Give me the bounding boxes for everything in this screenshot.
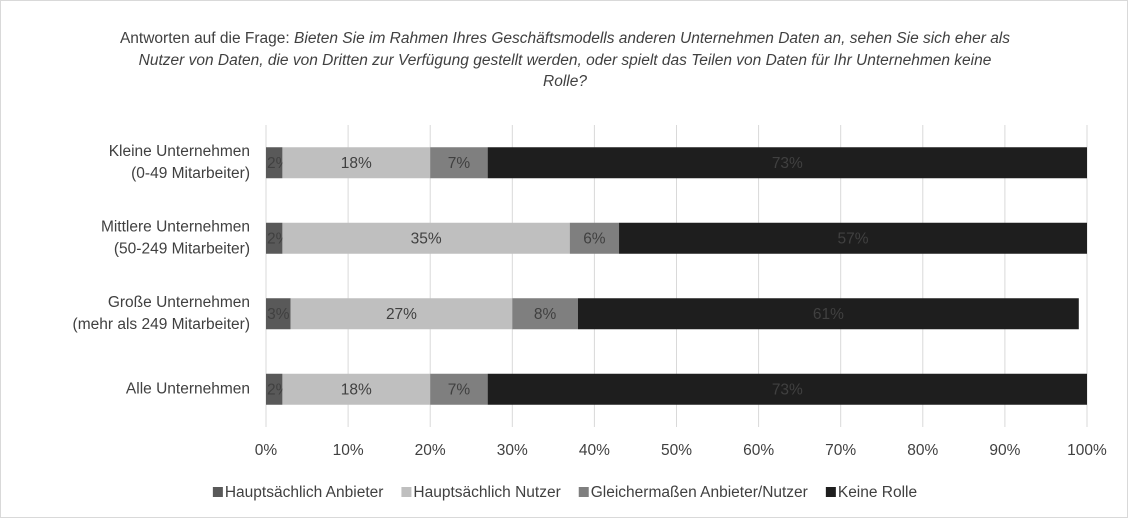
x-tick-label: 90%	[989, 442, 1020, 459]
value-label: 18%	[341, 155, 372, 172]
x-tick-label: 30%	[497, 442, 528, 459]
y-tick-label: (0-49 Mitarbeiter)	[131, 165, 250, 182]
y-tick-label: Alle Unternehmen	[126, 380, 250, 397]
legend-swatch	[578, 487, 589, 497]
bar-segment	[266, 147, 283, 179]
x-tick-label: 50%	[661, 442, 692, 459]
legend-swatch	[825, 487, 836, 497]
x-tick-label: 100%	[1067, 442, 1107, 459]
legend-swatch	[401, 487, 412, 497]
x-tick-label: 80%	[907, 442, 938, 459]
bar-segment	[266, 222, 283, 254]
value-label: 7%	[448, 155, 471, 172]
y-tick-label: Kleine Unternehmen	[109, 143, 250, 160]
y-tick-label: (50-249 Mitarbeiter)	[114, 240, 250, 257]
value-label: 27%	[386, 306, 417, 323]
value-label: 73%	[772, 381, 803, 398]
bar-segment	[619, 222, 1087, 254]
value-label: 18%	[341, 381, 372, 398]
bar-segment	[430, 147, 488, 179]
value-label: 3%	[267, 306, 290, 323]
value-label: 35%	[411, 230, 442, 247]
bar-segment	[569, 222, 620, 254]
value-label: 6%	[583, 230, 606, 247]
x-tick-label: 0%	[255, 442, 278, 459]
bar-segment	[290, 298, 513, 330]
legend-label: Hauptsächlich Anbieter	[225, 484, 384, 501]
x-tick-label: 40%	[579, 442, 610, 459]
y-tick-label: Große Unternehmen	[108, 294, 250, 311]
value-label: 8%	[534, 306, 557, 323]
bar-segment	[266, 298, 291, 330]
bar-segment	[266, 373, 283, 405]
x-tick-label: 60%	[743, 442, 774, 459]
bar-segment	[487, 147, 1087, 179]
title-question: Bieten Sie im Rahmen Ihres Geschäftsmode…	[138, 30, 1011, 90]
title-lead: Antworten auf die Frage:	[119, 30, 290, 47]
legend-label: Hauptsächlich Nutzer	[413, 484, 560, 501]
value-label: 73%	[772, 155, 803, 172]
bar-segment	[282, 147, 431, 179]
bar-segment	[282, 373, 431, 405]
y-tick-label: (mehr als 249 Mitarbeiter)	[73, 316, 250, 333]
x-tick-label: 10%	[333, 442, 364, 459]
bar-segment	[430, 373, 488, 405]
bar-segment	[282, 222, 570, 254]
y-tick-label: Mittlere Unternehmen	[101, 218, 250, 235]
legend-label: Keine Rolle	[838, 484, 917, 501]
value-label: 61%	[813, 306, 844, 323]
legend-swatch	[212, 487, 223, 497]
x-tick-label: 20%	[415, 442, 446, 459]
x-tick-label: 70%	[825, 442, 856, 459]
legend: Hauptsächlich Anbieter Hauptsächlich Nutz…	[212, 484, 917, 501]
chart-title: Antworten auf die Frage: Bieten Sie im R…	[115, 28, 1015, 93]
bar-segment	[512, 298, 578, 330]
bar-segment	[577, 298, 1079, 330]
legend-label: Gleichermaßen Anbieter/Nutzer	[591, 484, 808, 501]
value-label: 7%	[448, 381, 471, 398]
bar-segment	[487, 373, 1087, 405]
value-label: 57%	[837, 230, 868, 247]
